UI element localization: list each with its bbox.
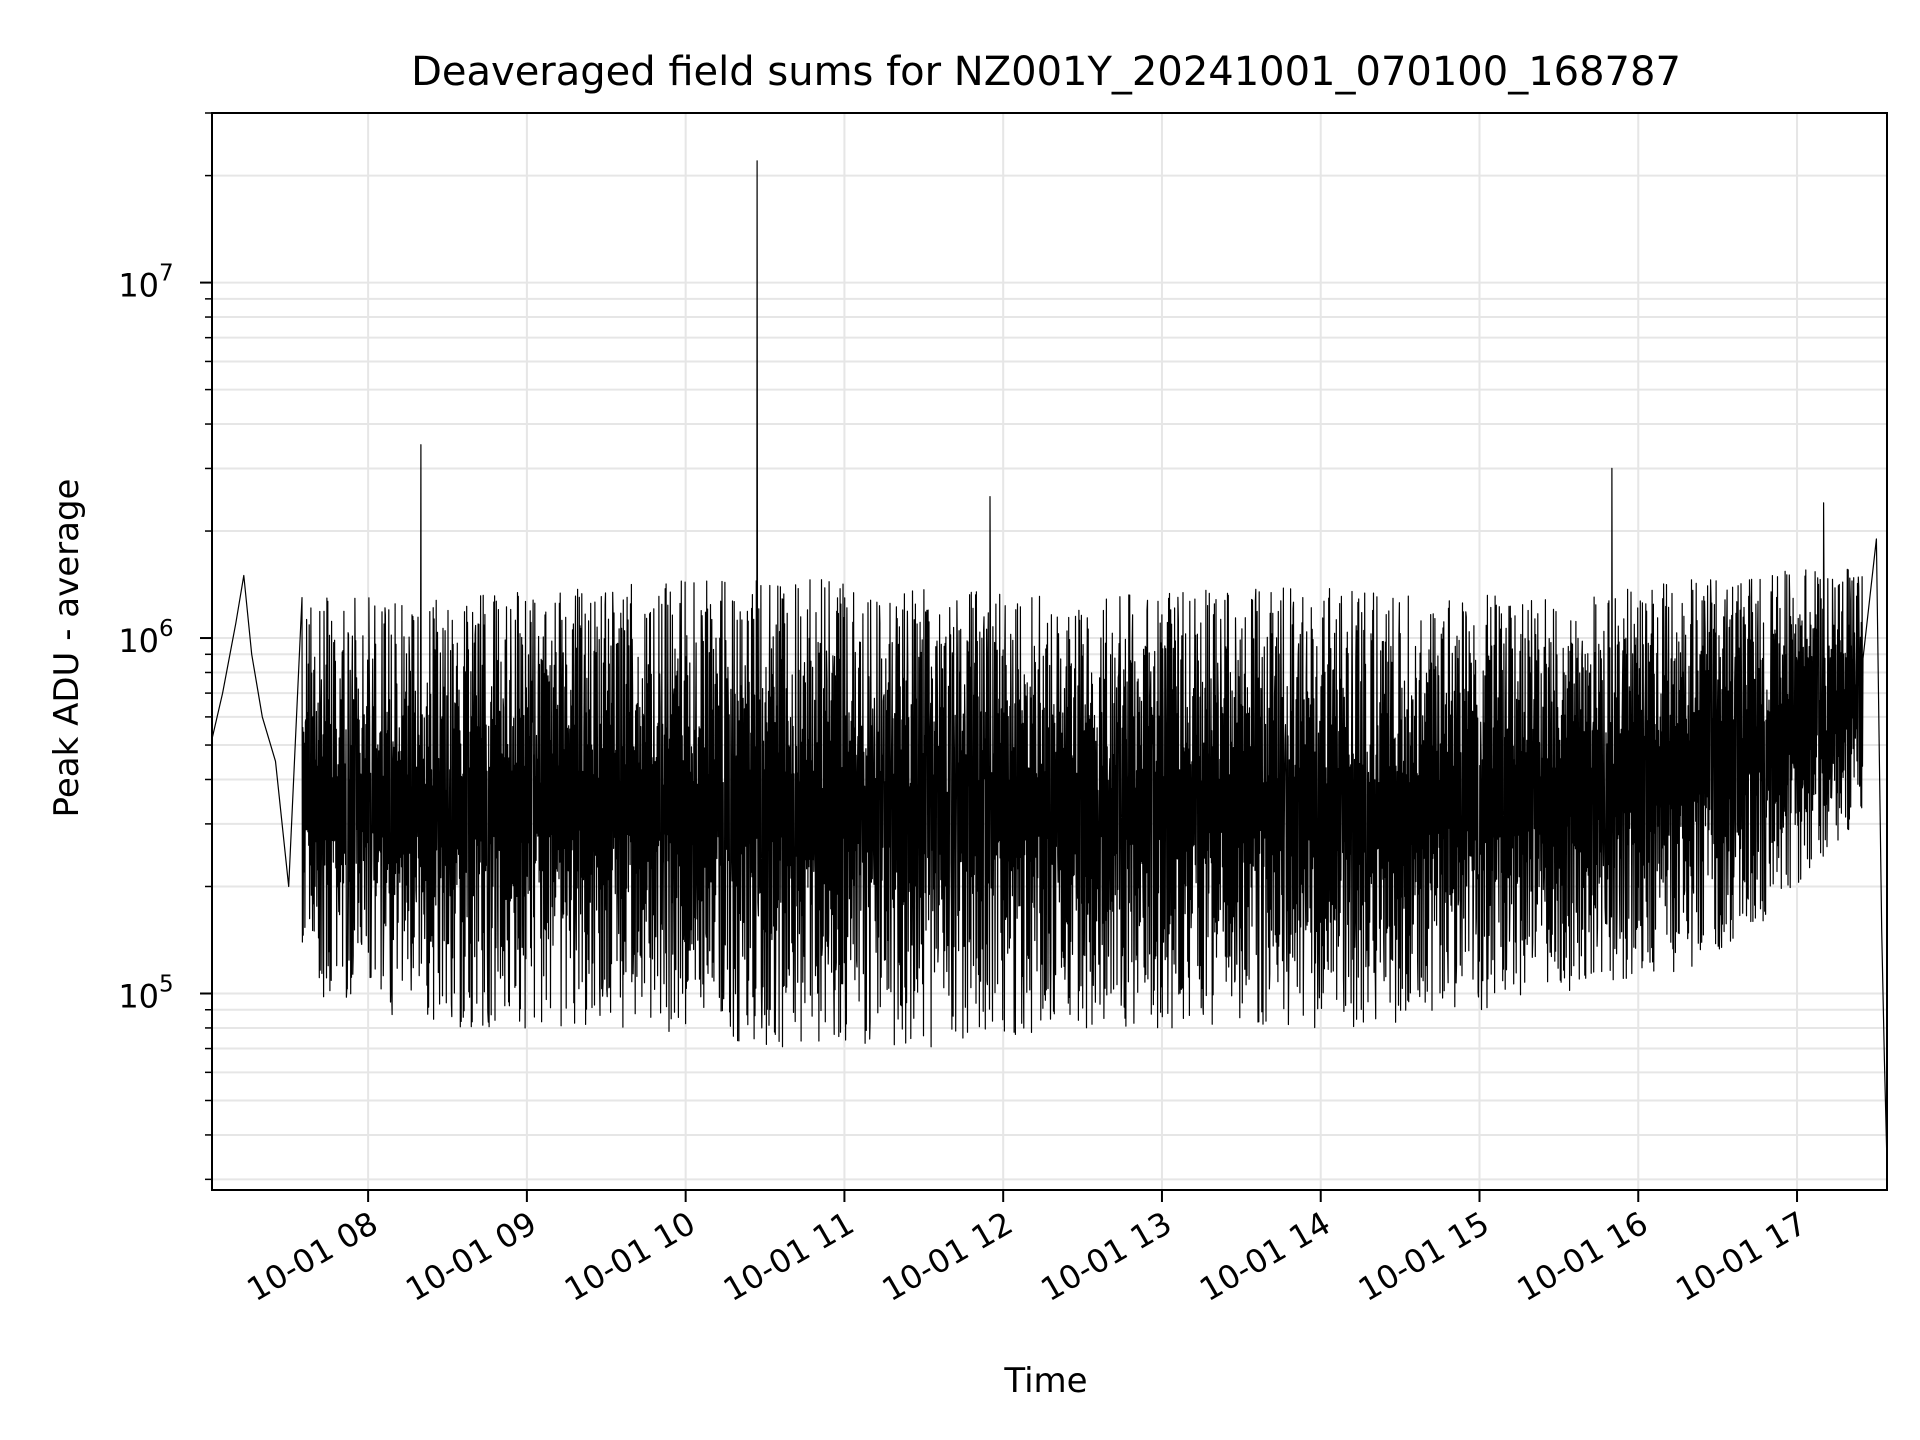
y-tick-label-base: 10 xyxy=(118,267,159,305)
y-axis-label: Peak ADU - average xyxy=(47,479,87,818)
y-tick-label-exponent: 7 xyxy=(159,261,174,287)
x-axis-label: Time xyxy=(1003,1361,1087,1401)
chart-title: Deaveraged field sums for NZ001Y_2024100… xyxy=(411,49,1681,95)
y-tick-label-exponent: 6 xyxy=(159,616,174,642)
y-tick-label-exponent: 5 xyxy=(159,971,174,997)
y-tick-label-base: 10 xyxy=(118,977,159,1015)
y-tick-label-base: 10 xyxy=(118,622,159,660)
